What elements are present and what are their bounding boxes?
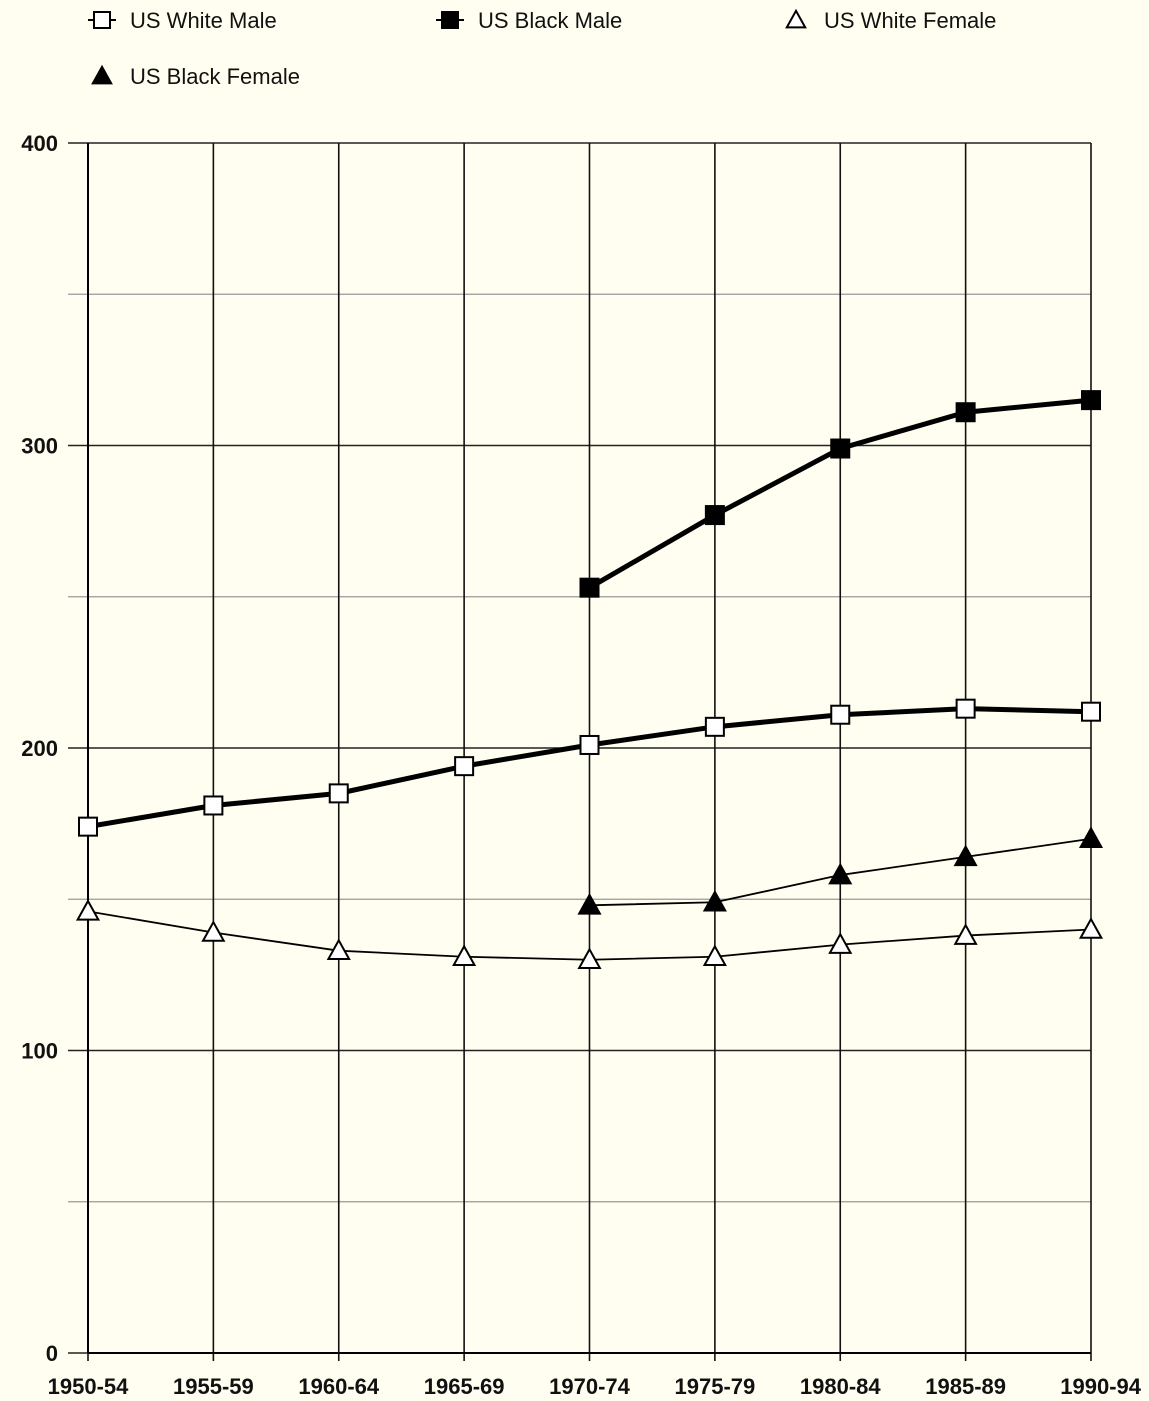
data-point-us-white-male: [704, 716, 725, 737]
series-layer: [75, 390, 1104, 970]
data-point-us-white-male: [454, 756, 475, 777]
data-point-us-white-female: [201, 920, 226, 942]
data-point-us-white-female: [1078, 917, 1104, 939]
data-point-us-white-male: [579, 734, 600, 755]
y-tick-label: 200: [21, 736, 58, 761]
x-tick-label: 1965-69: [424, 1374, 505, 1399]
y-tick-label: 300: [21, 434, 58, 459]
data-point-us-black-female: [953, 844, 978, 867]
data-point-us-white-male: [1081, 701, 1101, 722]
x-tick-label: 1975-79: [675, 1374, 756, 1399]
legend-label: US White Male: [130, 8, 277, 33]
legend-marker-us-white-male: [93, 11, 111, 29]
data-point-us-black-female: [828, 862, 853, 885]
data-point-us-black-male: [1081, 390, 1101, 411]
legend-item-us-white-male: US White Male: [88, 8, 277, 33]
data-point-us-white-female: [577, 947, 602, 970]
data-point-us-white-male: [830, 704, 851, 725]
series-us-white-male: [78, 698, 1101, 837]
x-tick-label: 1960-64: [298, 1374, 380, 1399]
y-tick-label: 400: [21, 131, 58, 156]
data-point-us-black-female: [702, 889, 727, 912]
data-point-us-white-female: [702, 944, 727, 967]
legend-label: US White Female: [824, 8, 996, 33]
data-point-us-white-female: [75, 898, 101, 921]
y-tick-label: 100: [21, 1039, 58, 1064]
legend: US White Male US Black Male US White Femal…: [88, 8, 996, 89]
data-point-us-black-male: [955, 402, 976, 423]
series-us-black-female: [577, 826, 1104, 915]
x-tick-label: 1980-84: [800, 1374, 882, 1399]
data-point-us-white-female: [828, 932, 853, 954]
y-tick-label: 0: [46, 1341, 58, 1366]
data-point-us-white-male: [328, 783, 349, 804]
x-tick-label: 1970-74: [549, 1374, 631, 1399]
grid: [68, 142, 1092, 1361]
legend-label: US Black Male: [478, 8, 622, 33]
legend-item-us-black-male: US Black Male: [436, 8, 622, 33]
data-point-us-white-male: [955, 698, 976, 719]
x-tick-label: 1985-89: [925, 1374, 1006, 1399]
x-tick-label: 1955-59: [173, 1374, 254, 1399]
series-us-black-male: [579, 390, 1101, 598]
legend-marker-us-white-female: [785, 8, 807, 29]
data-point-us-black-female: [1078, 826, 1104, 849]
data-point-us-black-female: [577, 892, 602, 915]
data-point-us-white-male: [203, 795, 224, 816]
x-tick-label: 1950-54: [48, 1374, 130, 1399]
data-point-us-black-male: [830, 438, 851, 459]
series-us-white-female: [75, 898, 1104, 970]
legend-item-us-black-female: US Black Female: [91, 64, 300, 89]
data-point-us-white-female: [326, 938, 351, 960]
data-point-us-white-female: [953, 923, 978, 945]
legend-item-us-white-female: US White Female: [785, 8, 996, 33]
y-axis: 0 100 200 300 400: [21, 131, 58, 1366]
data-point-us-white-female: [452, 944, 477, 967]
data-point-us-black-male: [579, 577, 600, 598]
legend-marker-us-black-female: [91, 64, 113, 85]
legend-label: US Black Female: [130, 64, 300, 89]
x-tick-label: 1990-94: [1060, 1374, 1142, 1399]
data-point-us-black-male: [704, 505, 725, 526]
data-point-us-white-male: [78, 816, 98, 837]
x-axis: 1950-54 1955-59 1960-64 1965-69 1970-74 1975-…: [48, 1374, 1142, 1399]
legend-marker-us-black-male: [441, 11, 459, 29]
